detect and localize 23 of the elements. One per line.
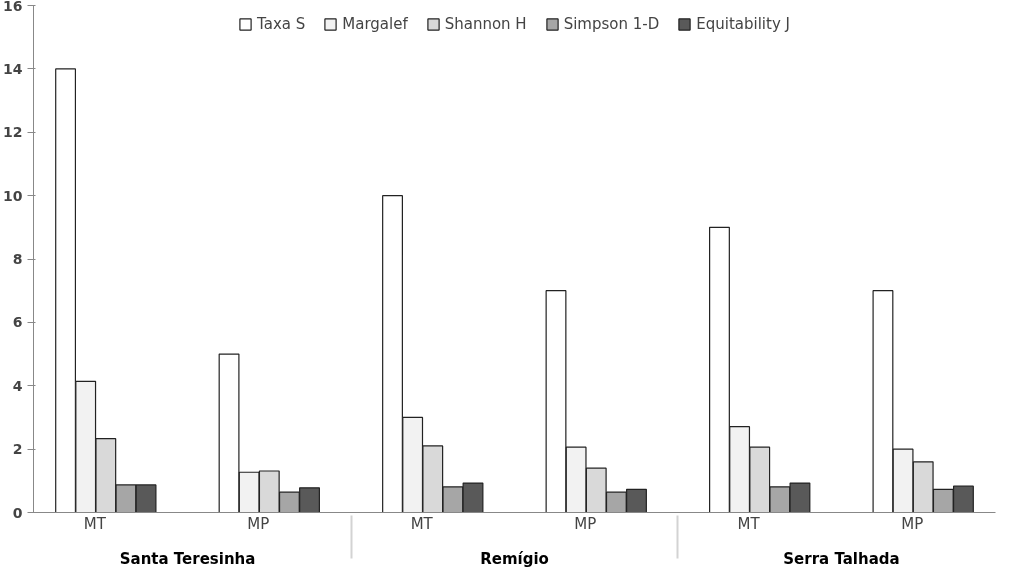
x-tick-label: MT bbox=[83, 514, 107, 533]
x-tick-label: MT bbox=[410, 514, 434, 533]
legend-label: Taxa S bbox=[257, 15, 306, 33]
text: Serra Talhada bbox=[783, 549, 900, 568]
y-tick-label: 2 bbox=[12, 441, 23, 458]
x-tick-label: MP bbox=[901, 514, 924, 533]
text: Remígio bbox=[480, 549, 549, 568]
legend-label: Equitability J bbox=[696, 15, 790, 33]
legend-label: Shannon H bbox=[444, 15, 527, 33]
y-tick-label: 0 bbox=[12, 504, 23, 521]
y-tick-label: 14 bbox=[3, 60, 23, 77]
y-tick-label: 8 bbox=[12, 251, 23, 267]
y-tick-label: 12 bbox=[3, 124, 23, 141]
y-tick-label: 4 bbox=[12, 377, 23, 394]
text: Santa Teresinha bbox=[119, 549, 256, 568]
y-tick-label: 6 bbox=[12, 314, 23, 331]
y-tick-label: 10 bbox=[3, 187, 23, 204]
legend-label: Simpson 1-D bbox=[563, 15, 660, 33]
x-tick-label: MP bbox=[247, 514, 270, 533]
legend-label: Margalef bbox=[342, 15, 408, 33]
x-tick-label: MT bbox=[737, 514, 761, 533]
x-tick-label: MP bbox=[574, 514, 597, 533]
y-tick-label: 16 bbox=[3, 0, 23, 14]
